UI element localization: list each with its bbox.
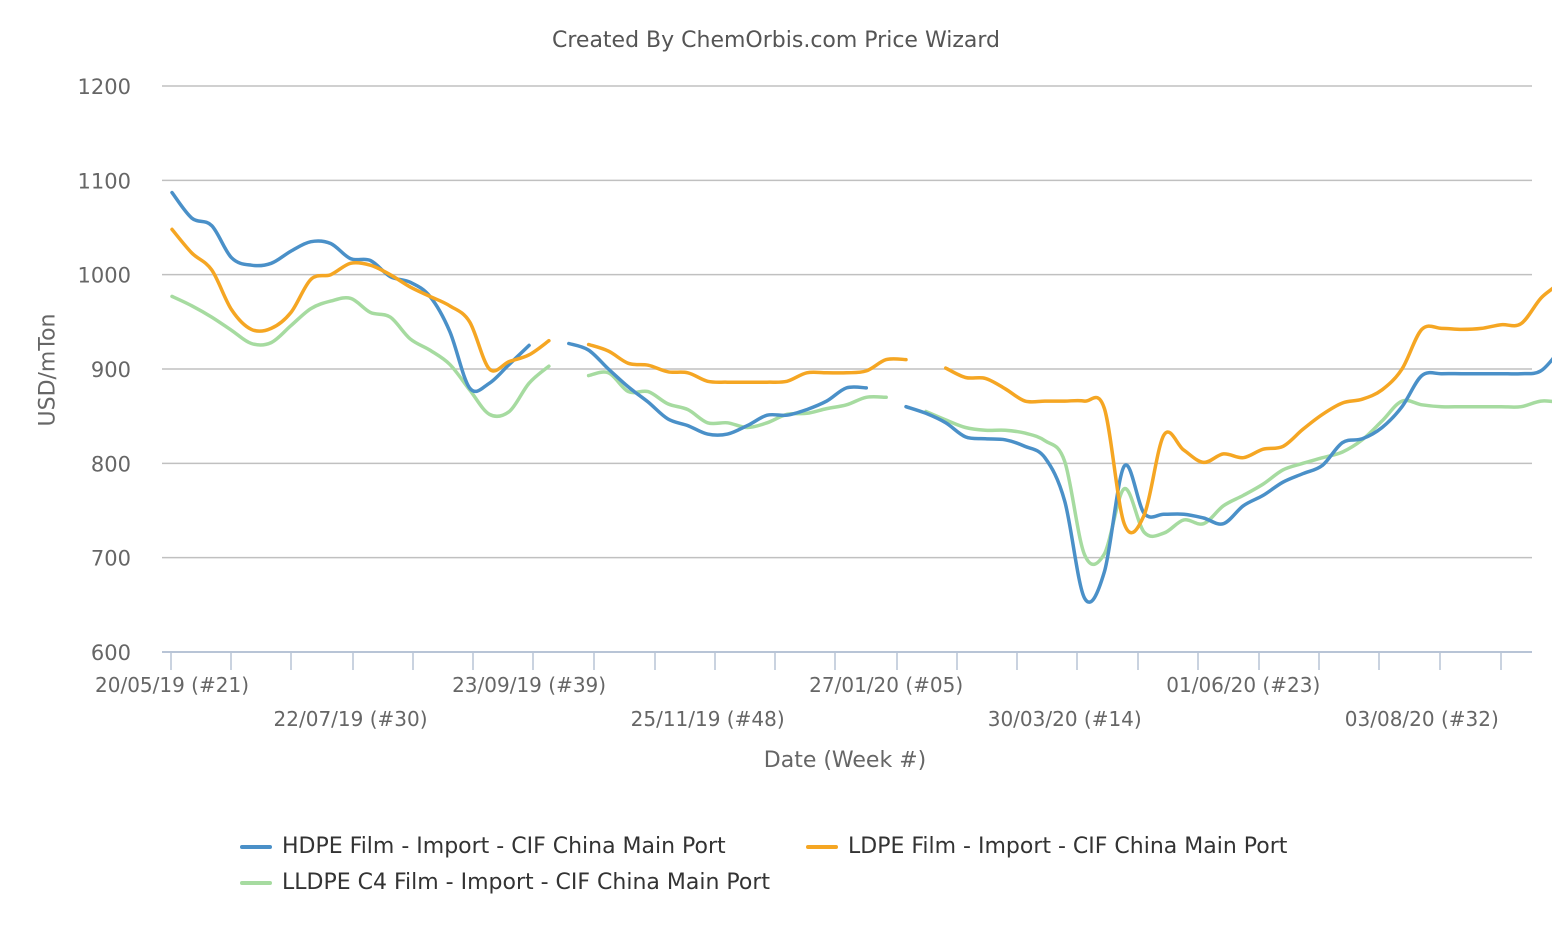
series-line-ldpe-segment-2 xyxy=(586,342,908,385)
grid-layer: 600 700 800 900 1000 1100 1200 xyxy=(78,75,1532,665)
x-axis-title: Date (Week #) xyxy=(763,748,927,773)
chart-title: Created By ChemOrbis.com Price Wizard xyxy=(551,28,1000,53)
y-tick-label-800: 800 xyxy=(91,452,131,476)
series-line-ldpe-segment-1 xyxy=(170,227,551,373)
x-tick-label-2: 23/09/19 (#39) xyxy=(452,673,606,697)
x-tick-label-3: 25/11/19 (#48) xyxy=(631,707,785,731)
legend-swatch-ldpe xyxy=(806,844,838,849)
y-tick-label-1200: 1200 xyxy=(78,75,131,99)
x-tick-label-1: 22/07/19 (#30) xyxy=(274,707,428,731)
legend-label-hdpe: HDPE Film - Import - CIF China Main Port xyxy=(282,834,726,859)
series-line-lldpe-segment-3 xyxy=(924,398,1552,566)
x-tick-label-7: 03/08/20 (#32) xyxy=(1345,707,1499,731)
legend-item-ldpe[interactable]: LDPE Film - Import - CIF China Main Port xyxy=(806,834,1287,859)
y-tick-label-1100: 1100 xyxy=(78,169,131,193)
legend-swatch-hdpe xyxy=(240,844,272,849)
legend-swatch-lldpe xyxy=(240,880,272,885)
series-line-hdpe-segment-1 xyxy=(170,190,531,394)
legend-label-lldpe: LLDPE C4 Film - Import - CIF China Main … xyxy=(282,870,770,895)
series-line-lldpe-segment-1 xyxy=(170,294,551,419)
y-tick-label-900: 900 xyxy=(91,358,131,382)
series-line-ldpe-segment-3 xyxy=(943,286,1552,535)
legend-item-lldpe[interactable]: LLDPE C4 Film - Import - CIF China Main … xyxy=(240,870,770,895)
series-line-hdpe-segment-3 xyxy=(904,357,1552,604)
y-tick-label-700: 700 xyxy=(91,547,131,571)
legend-item-hdpe[interactable]: HDPE Film - Import - CIF China Main Port xyxy=(240,834,726,859)
y-tick-label-600: 600 xyxy=(91,641,131,665)
series-line-lldpe-segment-2 xyxy=(586,370,888,430)
series-line-hdpe-segment-2 xyxy=(567,341,869,437)
y-tick-label-1000: 1000 xyxy=(78,264,131,288)
x-tick-label-5: 30/03/20 (#14) xyxy=(988,707,1142,731)
x-tick-label-6: 01/06/20 (#23) xyxy=(1166,673,1320,697)
x-axis: 20/05/19 (#21) 22/07/19 (#30) 23/09/19 (#3… xyxy=(95,651,1532,731)
x-tick-label-0: 20/05/19 (#21) xyxy=(95,673,249,697)
x-tick-label-4: 27/01/20 (#05) xyxy=(809,673,963,697)
series-layer xyxy=(170,190,1552,604)
legend-label-ldpe: LDPE Film - Import - CIF China Main Port xyxy=(848,834,1288,859)
